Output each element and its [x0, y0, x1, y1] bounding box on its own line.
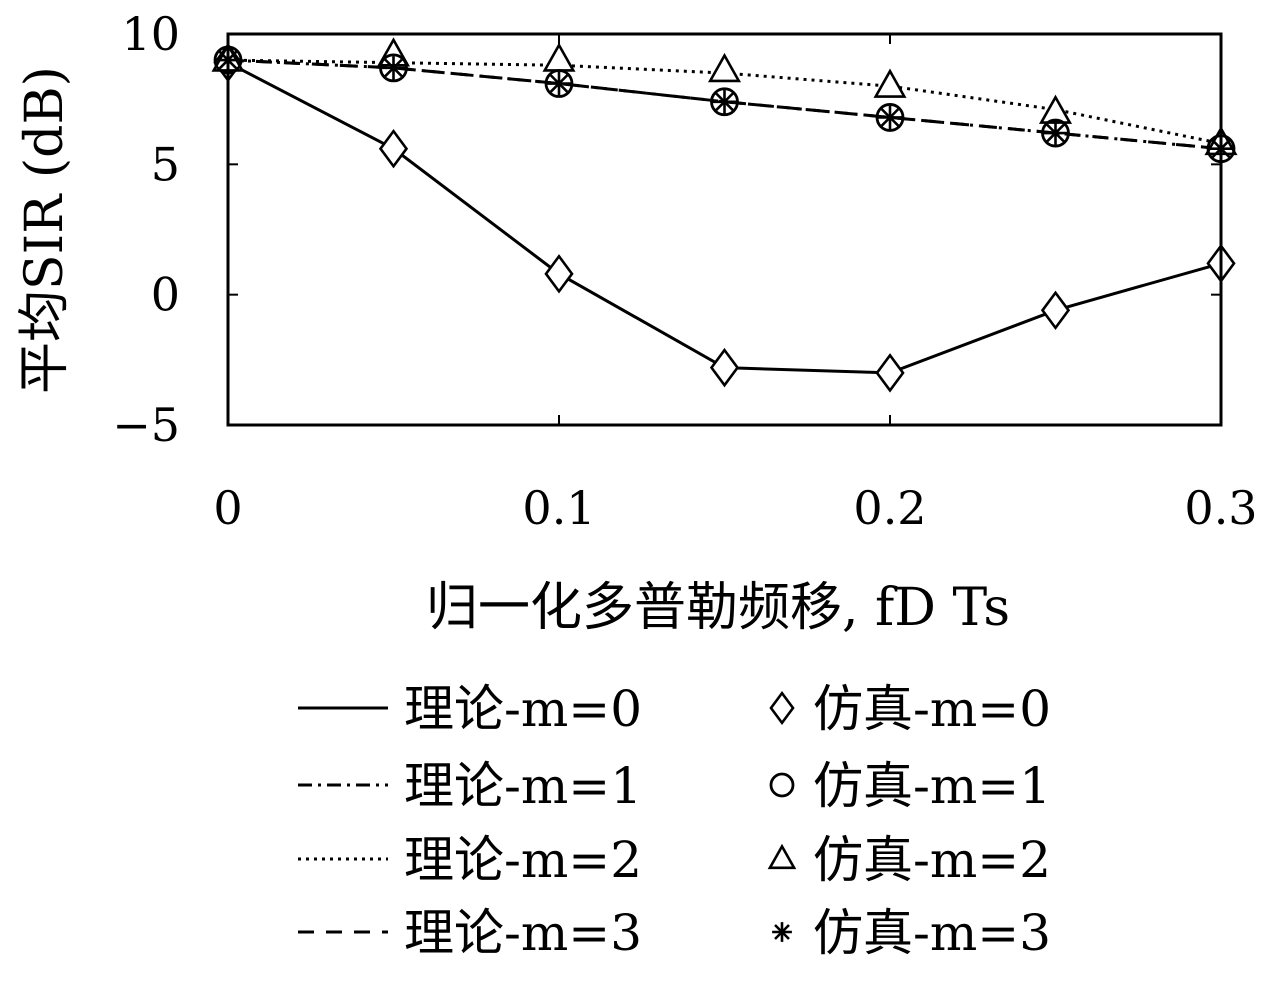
- x-tick-label: 0.2: [853, 481, 926, 535]
- legend-label: 仿真-m=2: [813, 831, 1051, 889]
- legend-marker-m-3: [772, 922, 792, 942]
- legend-label: 理论-m=2: [404, 831, 642, 889]
- data-point-m-2: [545, 45, 574, 70]
- data-point-m-0: [546, 256, 572, 291]
- ticks-layer: 0 0.1 0.2 0.3 −5 0 5 10: [112, 7, 1257, 535]
- legend: 理论-m=0 理论-m=1 理论-m=2 理论-m=3 仿真-m=0 仿真-m=1 仿真-m…: [298, 680, 1051, 962]
- y-tick-label: −5: [112, 398, 180, 452]
- legend-label: 仿真-m=0: [813, 680, 1051, 738]
- data-point-m-0: [877, 355, 903, 390]
- x-tick-label: 0.1: [522, 481, 595, 535]
- data-point-m-3: [878, 106, 901, 129]
- data-point-m-0: [712, 350, 738, 385]
- data-point-m-2: [876, 71, 905, 96]
- plot-layer: [214, 40, 1236, 391]
- y-axis-label: 平均SIR (dB): [15, 66, 75, 394]
- data-point-m-3: [547, 72, 570, 95]
- legend-label: 理论-m=1: [404, 757, 642, 815]
- y-tick-label: 0: [151, 268, 180, 322]
- x-tick-label: 0.3: [1184, 481, 1257, 535]
- legend-label: 理论-m=3: [404, 904, 642, 962]
- y-tick-label: 10: [121, 7, 180, 61]
- x-axis-label: 归一化多普勒频移, fD Ts: [426, 578, 1010, 638]
- legend-marker-m-0: [771, 693, 793, 723]
- legend-label: 仿真-m=3: [813, 904, 1051, 962]
- legend-label: 理论-m=0: [404, 680, 642, 738]
- data-point-m-0: [381, 131, 407, 166]
- legend-marker-m-1: [771, 774, 793, 796]
- y-tick-label: 5: [151, 137, 180, 191]
- data-point-m-3: [713, 90, 736, 113]
- data-point-m-2: [710, 56, 739, 81]
- data-point-m-3: [1044, 121, 1067, 144]
- legend-label: 仿真-m=1: [813, 757, 1051, 815]
- x-tick-label: 0: [213, 481, 242, 535]
- legend-marker-m-2: [770, 846, 794, 867]
- data-point-m-0: [1043, 293, 1069, 328]
- data-point-m-3: [382, 56, 405, 79]
